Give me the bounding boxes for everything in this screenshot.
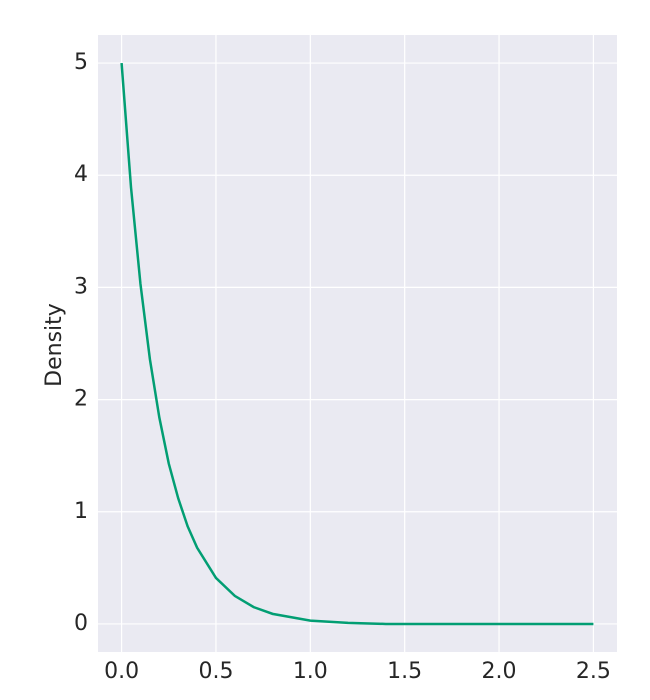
y-tick-label: 5 bbox=[74, 50, 88, 75]
x-tick-label: 0.5 bbox=[198, 659, 233, 684]
x-tick-label: 1.0 bbox=[293, 659, 328, 684]
y-tick-label: 3 bbox=[74, 274, 88, 299]
y-tick-label: 1 bbox=[74, 499, 88, 524]
y-axis-label: Density bbox=[42, 303, 67, 387]
x-tick-label: 2.0 bbox=[482, 659, 517, 684]
x-tick-label: 2.5 bbox=[576, 659, 611, 684]
y-tick-label: 2 bbox=[74, 387, 88, 412]
x-tick-label: 1.5 bbox=[387, 659, 422, 684]
plot-area bbox=[98, 35, 617, 652]
x-tick-label: 0.0 bbox=[104, 659, 139, 684]
y-tick-label: 4 bbox=[74, 162, 88, 187]
line-series bbox=[120, 62, 594, 626]
y-tick-label: 0 bbox=[74, 611, 88, 636]
